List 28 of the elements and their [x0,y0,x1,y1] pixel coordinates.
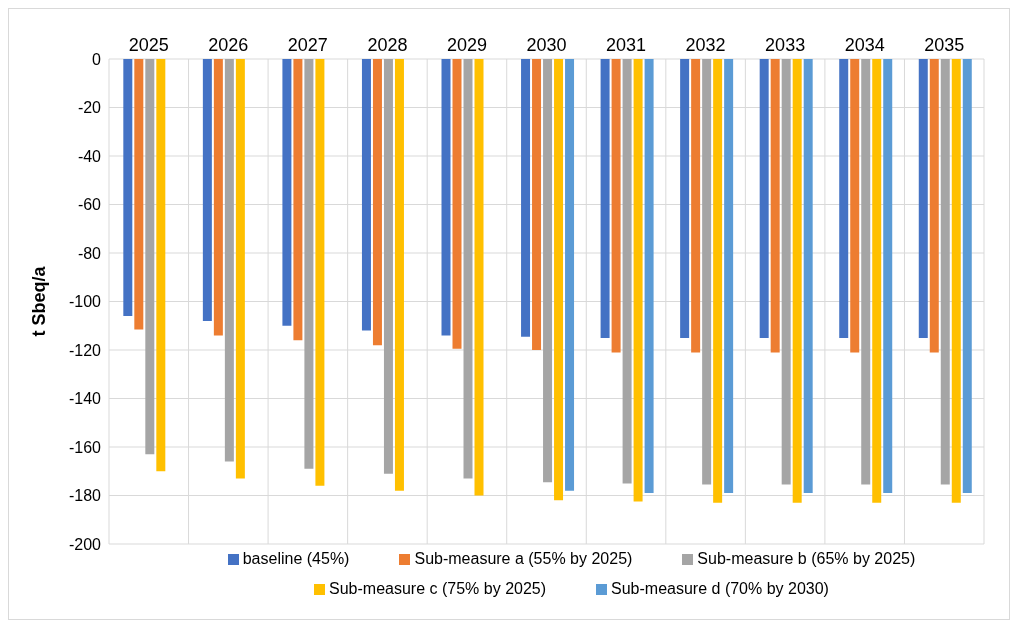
y-tick-label: -40 [77,147,102,165]
y-tick-label: -180 [68,487,102,505]
legend-label: Sub-measure b (65% by 2025) [697,550,916,567]
y-tick-label: -20 [77,99,102,117]
legend-label: Sub-measure c (75% by 2025) [329,580,547,597]
x-tick-label: 2028 [367,35,408,55]
x-tick-label: 2033 [765,35,806,55]
x-tick-label: 2027 [287,35,328,55]
legend-label: Sub-measure a (55% by 2025) [414,550,633,567]
y-tick-label: 0 [92,50,102,68]
y-tick-label: -120 [68,341,102,359]
y-tick-label: -140 [68,390,102,408]
x-tick-label: 2025 [128,35,169,55]
x-tick-label: 2030 [526,35,567,55]
x-tick-label: 2029 [446,35,487,55]
x-tick-label: 2034 [844,35,885,55]
y-tick-label: -100 [68,293,102,311]
y-tick-label: -60 [77,196,102,214]
y-axis-title: t Sbeq/a [29,265,50,337]
y-tick-label: -200 [68,535,102,553]
legend-label: baseline (45%) [242,550,350,567]
x-tick-label: 2026 [208,35,249,55]
x-tick-label: 2031 [606,35,647,55]
x-tick-label: 2035 [924,35,965,55]
y-tick-label: -80 [77,244,102,262]
legend-label: Sub-measure d (70% by 2030) [611,580,829,597]
y-tick-label: -160 [68,438,102,456]
x-tick-label: 2032 [685,35,726,55]
